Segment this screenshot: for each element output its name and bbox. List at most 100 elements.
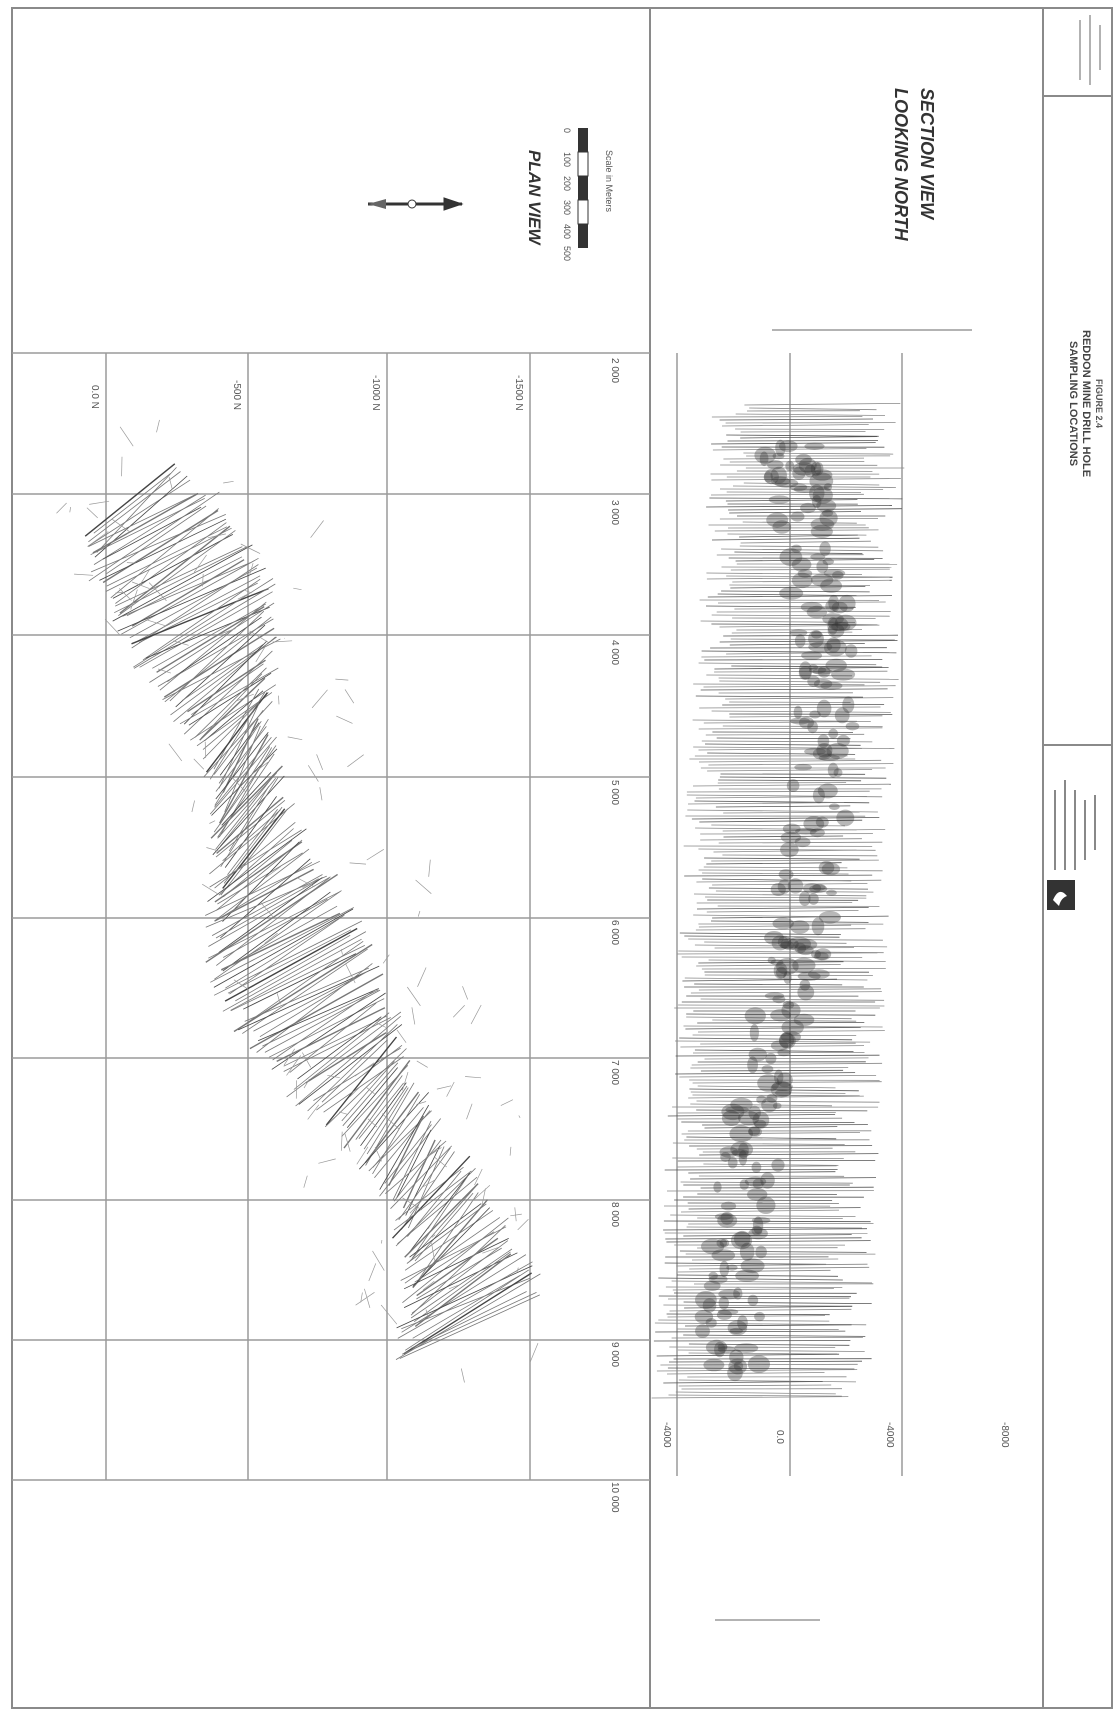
figure-title-line: REDDON MINE DRILL HOLE	[1079, 330, 1092, 477]
section-hole-trace	[663, 1305, 852, 1306]
section-hole-trace	[696, 965, 841, 967]
plan-hole-trace	[467, 1104, 473, 1119]
plan-hole-trace	[501, 1100, 513, 1106]
plan-hole-trace	[429, 860, 431, 877]
plan-hole-trace	[530, 1343, 538, 1362]
scale-tick-label: 400	[562, 224, 572, 239]
section-hole-trace	[705, 1127, 838, 1128]
section-ore-intercept	[818, 783, 838, 798]
section-ore-intercept	[838, 595, 855, 612]
section-hole-trace	[727, 492, 861, 493]
section-hole-trace	[749, 408, 876, 410]
company-info-block	[1055, 780, 1095, 870]
section-hole-trace	[725, 698, 893, 699]
section-ore-intercept	[762, 1065, 774, 1073]
plan-hole-trace	[312, 690, 327, 708]
plan-hole-trace	[192, 801, 195, 813]
section-ore-intercept	[828, 623, 845, 637]
plan-hole-trace	[288, 737, 303, 740]
section-hole-trace	[705, 1058, 869, 1059]
section-hole-trace	[704, 858, 860, 859]
section-ore-intercept	[719, 1297, 729, 1310]
plan-hole-trace	[122, 563, 250, 617]
section-hole-trace	[679, 1380, 856, 1382]
scale-tick-label: 200	[562, 176, 572, 191]
section-ore-intercept	[726, 1265, 737, 1271]
section-hole-trace	[672, 1158, 844, 1159]
outer-border	[12, 8, 1112, 1708]
section-ore-intercept	[730, 1098, 752, 1112]
plan-hole-trace	[169, 744, 182, 761]
plan-hole-trace	[194, 759, 204, 769]
plan-hole-trace	[350, 863, 366, 864]
plan-hole-trace	[418, 911, 420, 917]
section-hole-trace	[666, 1241, 870, 1242]
elevation-label: 0.0	[774, 1430, 785, 1444]
section-hole-trace	[693, 720, 857, 721]
section-ore-intercept	[755, 1246, 767, 1259]
section-ore-intercept	[795, 837, 811, 847]
section-hole-trace	[684, 936, 839, 937]
plan-hole-trace	[190, 685, 275, 741]
section-hole-trace	[689, 1267, 869, 1269]
section-ore-intercept	[730, 1328, 743, 1334]
section-hole-trace	[686, 1017, 851, 1019]
plan-hole-trace	[385, 1141, 446, 1194]
section-hole-trace	[697, 1148, 833, 1149]
section-ore-intercept	[799, 661, 812, 679]
title-block: FIGURE 2.4 REDDON MINE DRILL HOLE SAMPLI…	[1066, 330, 1105, 477]
section-ore-intercept	[804, 443, 824, 450]
section-ore-intercept	[809, 711, 820, 719]
scale-tick-label: 100	[562, 152, 572, 167]
plan-hole-trace	[447, 1082, 455, 1097]
section-hole-trace	[701, 689, 888, 690]
section-hole-trace	[726, 500, 858, 501]
plan-hole-trace	[242, 949, 367, 1034]
section-hole-trace	[705, 897, 866, 898]
section-ore-intercept	[845, 644, 858, 658]
section-ore-intercept	[819, 911, 841, 924]
section-hole-trace	[717, 611, 891, 612]
section-ore-intercept	[788, 878, 804, 893]
plan-hole-trace	[298, 1017, 382, 1079]
section-hole-trace	[740, 437, 877, 438]
plan-hole-trace	[262, 990, 378, 1046]
easting-label: 3 000	[609, 500, 620, 525]
plan-hole-trace	[304, 1176, 308, 1188]
section-ore-intercept	[695, 1324, 710, 1338]
section-hole-trace	[695, 1050, 854, 1052]
section-hole-trace	[685, 1027, 860, 1029]
plan-hole-trace	[253, 762, 268, 773]
section-ore-intercept	[808, 642, 832, 652]
section-hole-trace	[667, 1373, 825, 1375]
section-hole-trace	[676, 1392, 836, 1394]
plan-hole-trace	[202, 884, 218, 894]
plan-hole-trace	[279, 696, 280, 705]
section-hole-trace	[687, 1227, 862, 1228]
section-ore-intercept	[776, 958, 799, 975]
plan-hole-trace	[88, 472, 180, 542]
section-hole-trace	[735, 429, 884, 430]
plan-hole-trace	[147, 620, 166, 626]
plan-hole-trace	[347, 1068, 398, 1128]
easting-label: 8 000	[609, 1202, 620, 1227]
plan-hole-trace	[336, 716, 352, 723]
plan-hole-trace	[412, 1007, 415, 1024]
section-ore-intercept	[811, 525, 833, 538]
plan-hole-trace	[397, 1030, 406, 1043]
section-ore-intercept	[799, 717, 814, 729]
section-ore-intercept	[720, 1212, 733, 1225]
section-ore-intercept	[780, 941, 794, 949]
section-ore-intercept	[798, 972, 821, 981]
section-hole-trace	[704, 686, 896, 687]
section-hole-trace	[699, 663, 877, 665]
section-ore-intercept	[792, 558, 812, 572]
section-hole-trace	[731, 569, 890, 570]
plan-hole-trace	[317, 754, 323, 770]
plan-hole-trace	[114, 547, 247, 613]
plan-hole-trace	[518, 1219, 529, 1230]
scale-tick-label: 0	[562, 128, 572, 133]
northing-label: -500 N	[231, 380, 242, 410]
section-hole-trace	[688, 1223, 873, 1224]
